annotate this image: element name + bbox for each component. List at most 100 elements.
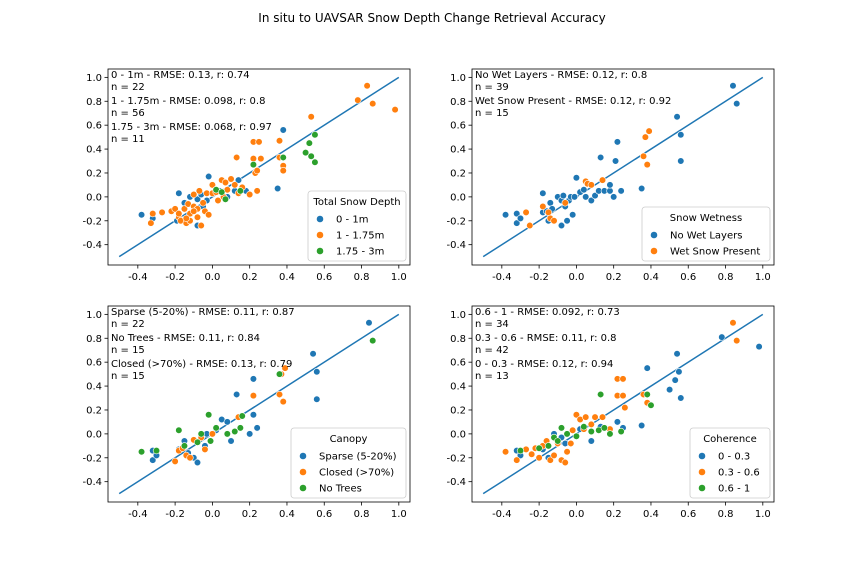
stats-annotation: n = 15 — [111, 371, 145, 382]
y-tick-label: 0.0 — [86, 429, 102, 440]
scatter-point — [677, 131, 685, 139]
scatter-point — [638, 184, 646, 193]
scatter-point — [233, 153, 241, 162]
legend-marker — [299, 484, 307, 492]
scatter-point — [281, 364, 289, 372]
x-tick-label: -0.2 — [529, 272, 549, 283]
scatter-point — [567, 439, 575, 448]
scatter-point — [610, 193, 618, 201]
y-tick-label: 0.2 — [86, 405, 102, 416]
x-tick-label: -0.4 — [492, 509, 512, 520]
y-tick-label: 0.6 — [450, 121, 466, 132]
scatter-point — [279, 153, 287, 162]
legend-box — [641, 206, 771, 262]
stats-annotation: n = 22 — [111, 319, 145, 330]
scatter-point — [313, 395, 321, 403]
scatter-point — [275, 370, 284, 378]
scatter-point — [214, 196, 222, 205]
scatter-point — [149, 210, 157, 218]
panel-coherence: -0.4 -0.2 0.0 0.2 0.4 0.6 0.8 1.0 -0.4 -0.2 0.0 0.2… — [446, 305, 775, 520]
stats-annotation: n = 56 — [111, 108, 145, 119]
scatter-point — [675, 368, 683, 376]
y-tick-label: -0.2 — [82, 216, 102, 227]
scatter-point — [227, 175, 235, 183]
stats-annotation: n = 15 — [475, 108, 509, 119]
scatter-point — [526, 221, 534, 230]
stats-annotation: n = 42 — [475, 345, 509, 356]
scatter-point — [313, 368, 321, 376]
y-tick-label: 0.0 — [450, 429, 466, 440]
y-tick-label: 0.8 — [450, 97, 466, 108]
x-tick-label: 0.2 — [606, 272, 622, 283]
scatter-point — [591, 192, 599, 200]
scatter-point — [208, 430, 216, 438]
x-tick-label: 0.6 — [680, 272, 696, 283]
scatter-point — [193, 195, 202, 203]
scatter-point — [363, 82, 371, 90]
scatter-point — [275, 137, 284, 145]
scatter-point — [369, 100, 377, 108]
legend-marker — [650, 247, 658, 255]
one-to-one-line — [118, 313, 400, 495]
x-tick-label: 1.0 — [755, 272, 771, 283]
stats-annotation: n = 34 — [475, 319, 509, 330]
panel-snow-wetness: -0.4 -0.2 0.0 0.2 0.4 0.6 0.8 1.0 -0.4 -0.2 0.0 0.2… — [446, 68, 775, 283]
axes-frame — [107, 305, 411, 503]
scatter-point — [182, 214, 190, 222]
panel-total-snow-depth: -0.4 -0.2 0.0 0.2 0.4 0.6 0.8 1.0 -0.4 -0.2 0.0 0.2… — [82, 68, 411, 283]
x-tick-label: 0.6 — [316, 509, 332, 520]
scatter-point — [255, 138, 263, 146]
scatter-point — [597, 153, 605, 162]
stats-annotation: n = 11 — [111, 134, 145, 145]
scatter-point — [582, 413, 590, 421]
scatter-point — [249, 411, 258, 419]
stats-annotation: Sparse (5-20%) - RMSE: 0.11, r: 0.87 — [111, 307, 295, 318]
scatter-point — [212, 424, 220, 432]
scatter-point — [171, 205, 179, 213]
scatter-point — [233, 390, 241, 399]
x-tick-label: -0.4 — [128, 272, 148, 283]
scatter-point — [279, 398, 287, 406]
scatter-point — [671, 376, 679, 384]
legend-label: 1 - 1.75m — [336, 231, 384, 242]
legend-box — [307, 190, 407, 262]
scatter-point — [587, 420, 595, 428]
scatter-point — [186, 454, 194, 462]
legend-marker — [698, 484, 706, 492]
scatter-point — [197, 221, 205, 230]
scatter-point — [613, 418, 622, 426]
scatter-point — [718, 333, 726, 341]
x-tick-label: 0.4 — [643, 272, 659, 283]
x-tick-label: 0.2 — [242, 509, 258, 520]
y-tick-label: 0.6 — [450, 358, 466, 369]
scatter-point — [205, 211, 213, 219]
scatter-point — [147, 219, 155, 227]
stats-annotation: 0.3 - 0.6 - RMSE: 0.11, r: 0.8 — [475, 333, 617, 344]
legend-marker — [698, 468, 706, 476]
legend-marker — [299, 452, 307, 460]
legend-marker — [650, 231, 658, 239]
scatter-point — [554, 437, 562, 445]
x-tick-label: -0.4 — [492, 272, 512, 283]
legend-label: 0 - 1m — [336, 215, 368, 226]
scatter-point — [246, 190, 254, 199]
legend-marker — [316, 247, 324, 255]
scatter-point — [175, 210, 183, 218]
scatter-point — [249, 375, 258, 383]
scatter-point — [677, 394, 685, 402]
scatter-point — [513, 219, 521, 227]
scatter-point — [606, 181, 614, 189]
scatter-point — [307, 113, 315, 121]
scatter-point — [673, 350, 681, 358]
scatter-point — [587, 181, 595, 189]
scatter-point — [559, 192, 567, 200]
scatter-point — [501, 448, 510, 456]
scatter-point — [227, 437, 235, 445]
x-tick-label: 0.2 — [606, 509, 622, 520]
legend-marker — [698, 452, 706, 460]
scatter-point — [544, 208, 553, 217]
legend-marker — [316, 215, 324, 223]
scatter-point — [572, 174, 580, 182]
scatter-point — [221, 178, 230, 187]
